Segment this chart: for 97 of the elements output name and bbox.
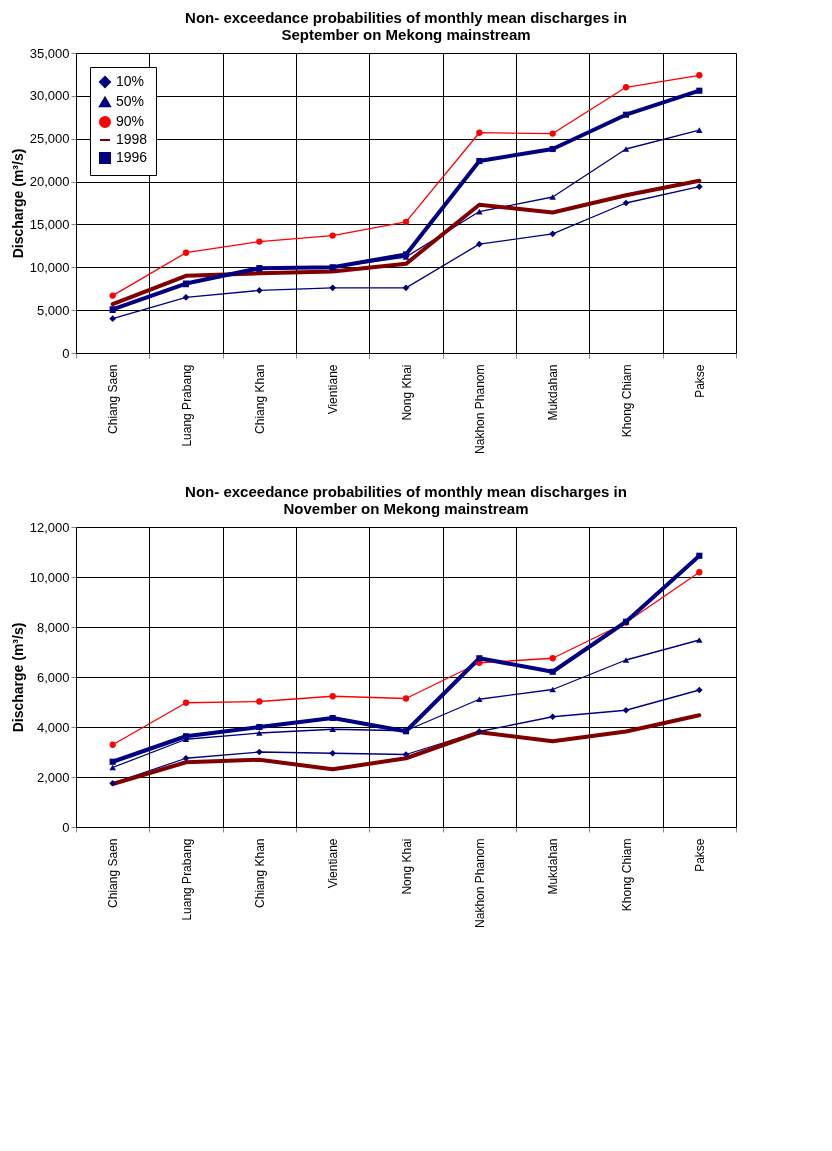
x-tick-label: Nakhon Phanom <box>472 364 487 454</box>
text: Non- exceedance probabilities of monthly mean discharges in <box>185 9 627 26</box>
x-tick-label: Nong Khai <box>399 838 414 895</box>
point <box>402 218 410 226</box>
y-tick-label: 20,000 <box>29 174 70 190</box>
point <box>255 748 263 756</box>
y-axis-title: Discharge (m³/s) <box>9 622 26 733</box>
legend-label: 10% <box>116 73 145 89</box>
line-series <box>110 713 702 786</box>
x-tick-label: Chiang Khan <box>252 364 267 434</box>
text: September on Mekong mainstream <box>281 26 531 43</box>
point <box>622 657 630 663</box>
point <box>329 726 336 733</box>
point <box>696 72 703 79</box>
y-tick-label: 8,000 <box>36 619 70 635</box>
x-tick-label: Chiang Saen <box>106 838 121 908</box>
point <box>622 146 630 152</box>
y-tick-label: 35,000 <box>29 45 70 61</box>
point <box>696 87 703 94</box>
x-tick-label: Mukdahan <box>546 838 561 895</box>
point <box>622 199 630 207</box>
point <box>696 127 703 133</box>
point <box>696 569 703 576</box>
x-tick-label: Khong Chiam <box>619 364 634 438</box>
y-tick-label: 5,000 <box>36 302 70 318</box>
point <box>109 779 117 787</box>
legend-label: 1998 <box>116 131 148 147</box>
point <box>476 696 483 703</box>
point <box>109 758 116 765</box>
y-tick-label: 0 <box>62 819 70 835</box>
y-tick-label: 25,000 <box>29 131 70 147</box>
point <box>329 264 336 271</box>
point <box>256 730 263 736</box>
y-tick-label: 15,000 <box>29 216 70 232</box>
y-tick-label: 10,000 <box>29 569 70 585</box>
x-tick-label: Vientiane <box>326 838 341 889</box>
point <box>549 713 557 721</box>
point <box>329 232 336 239</box>
y-tick-label: 30,000 <box>29 88 70 104</box>
point <box>475 240 483 248</box>
point <box>549 655 556 662</box>
point <box>255 287 263 294</box>
point <box>402 284 410 292</box>
point <box>109 741 116 748</box>
text: Non- exceedance probabilities of monthly mean discharges in <box>185 483 627 500</box>
x-tick-label: Nakhon Phanom <box>472 838 487 928</box>
point <box>549 130 556 137</box>
y-tick-label: 10,000 <box>29 259 70 275</box>
point <box>256 698 263 705</box>
point <box>549 145 556 153</box>
x-tick-label: Nong Khai <box>399 364 414 421</box>
point <box>182 249 190 256</box>
point <box>622 84 630 91</box>
point <box>182 699 190 706</box>
point <box>476 655 483 662</box>
y-tick-label: 4,000 <box>36 719 70 735</box>
y-axis-title: Discharge (m³/s) <box>9 148 26 259</box>
point <box>329 749 337 757</box>
legend-label: 50% <box>116 93 145 109</box>
y-tick-label: 12,000 <box>29 519 70 535</box>
point <box>622 111 630 118</box>
point <box>256 723 263 731</box>
legend-label: 1996 <box>116 149 148 165</box>
point <box>695 686 703 694</box>
point <box>549 194 556 200</box>
point <box>476 129 483 136</box>
point <box>696 552 703 559</box>
x-tick-label: Khong Chiam <box>619 838 634 912</box>
point <box>182 754 190 762</box>
point <box>549 668 556 675</box>
point <box>109 315 117 323</box>
point <box>475 728 483 735</box>
x-tick-label: Pakse <box>692 364 707 398</box>
x-tick-label: Luang Prabang <box>179 364 194 447</box>
x-tick-label: Luang Prabang <box>179 838 194 921</box>
point <box>329 693 336 700</box>
point <box>182 293 190 301</box>
text: November on Mekong mainstream <box>283 500 529 517</box>
point <box>329 284 337 292</box>
point <box>256 238 263 245</box>
x-tick-label: Chiang Saen <box>106 364 121 434</box>
point <box>476 157 483 165</box>
y-tick-label: 2,000 <box>36 769 70 785</box>
point <box>695 183 703 191</box>
point <box>109 292 116 299</box>
x-tick-label: Vientiane <box>326 364 341 415</box>
point <box>329 714 336 722</box>
point <box>696 637 703 643</box>
y-tick-label: 0 <box>62 345 70 361</box>
point <box>549 230 557 238</box>
x-tick-label: Chiang Khan <box>252 838 267 908</box>
x-tick-label: Mukdahan <box>546 364 561 421</box>
x-tick-label: Pakse <box>692 838 707 872</box>
y-tick-label: 6,000 <box>36 669 70 685</box>
point <box>402 695 410 702</box>
legend-label: 90% <box>116 113 145 129</box>
point <box>622 706 630 714</box>
